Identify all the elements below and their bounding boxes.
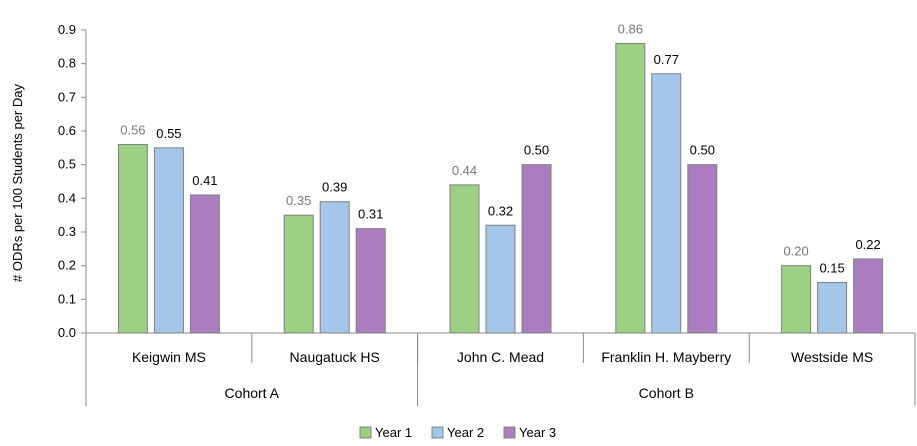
data-label: 0.56 [120,122,145,137]
category-label: Keigwin MS [132,349,206,365]
bar-year-3 [687,164,718,334]
group-label: Cohort B [639,385,694,401]
legend-label: Year 3 [519,425,556,440]
y-tick-label: 0.1 [58,291,76,306]
category-label: John C. Mead [457,349,544,365]
legend-swatch [431,426,444,439]
data-label: 0.32 [488,203,513,218]
legend-label: Year 2 [447,425,484,440]
category-label: Westside MS [791,349,873,365]
axes: 0.0 0.1 0.2 0.3 0.4 0.5 0.6 0.7 0.8 0.9 Cohort A Co… [58,22,916,406]
legend-swatch [503,426,516,439]
y-tick-label: 0.0 [58,325,76,340]
bar-year-1 [283,214,314,334]
y-tick-label: 0.9 [58,22,76,37]
data-labels: 0.56 0.35 0.44 0.86 0.20 0.55 0.39 0.32 0.77 0.15… [120,21,881,275]
bars [117,42,884,334]
bar-year-3 [355,228,386,334]
y-tick-label: 0.5 [58,157,76,172]
bar-year-2 [651,73,682,334]
category-label: Franklin H. Mayberry [601,349,731,365]
bar-year-2 [319,201,350,334]
bar-year-3 [189,194,220,334]
data-label: 0.31 [358,207,383,222]
bar-year-1 [781,265,812,334]
y-tick-label: 0.3 [58,224,76,239]
legend: Year 1 Year 2 Year 3 [359,425,556,440]
data-label: 0.35 [286,193,311,208]
data-label: 0.50 [524,143,549,158]
bar-year-2 [817,282,848,334]
y-tick-label: 0.7 [58,89,76,104]
bar-year-2 [153,147,184,334]
legend-label: Year 1 [375,425,412,440]
bar-year-1 [449,184,480,334]
y-tick-label: 0.2 [58,258,76,273]
legend-swatch [359,426,372,439]
data-label: 0.50 [690,143,715,158]
bar-year-2 [485,224,516,334]
data-label: 0.77 [654,52,679,67]
y-tick-label: 0.4 [58,190,76,205]
bar-year-3 [853,258,884,334]
group-label: Cohort A [225,385,280,401]
data-label: 0.22 [855,237,880,252]
y-tick-label: 0.8 [58,56,76,71]
y-axis-title-group: # ODRs per 100 Students per Day [10,84,25,282]
data-label: 0.44 [452,163,477,178]
data-label: 0.39 [322,180,347,195]
data-label: 0.15 [819,261,844,276]
y-tick-label: 0.6 [58,123,76,138]
data-label: 0.55 [156,126,181,141]
bar-year-3 [521,164,552,334]
y-axis-title: # ODRs per 100 Students per Day [10,84,25,282]
data-label: 0.86 [618,21,643,36]
category-label: Naugatuck HS [290,349,380,365]
data-label: 0.41 [192,173,217,188]
data-label: 0.20 [783,244,808,259]
bar-year-1 [117,143,148,334]
bar-year-1 [615,42,646,334]
